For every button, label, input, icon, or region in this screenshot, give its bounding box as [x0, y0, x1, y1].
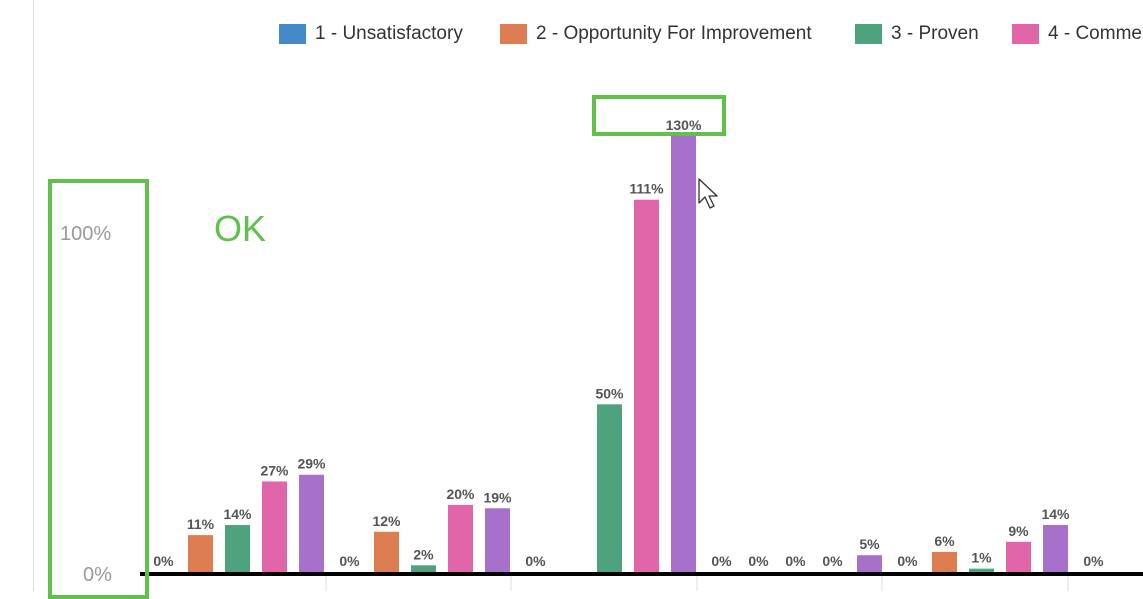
legend-swatch	[279, 24, 306, 44]
bar-g0-s2[interactable]	[225, 525, 250, 572]
bar-g4-s2[interactable]	[969, 568, 994, 572]
bar-g2-s3[interactable]	[634, 199, 659, 572]
data-label-g0-s2: 14%	[223, 506, 252, 522]
data-label-g4-s1: 6%	[934, 533, 955, 549]
bar-g4-s4[interactable]	[1043, 525, 1068, 572]
legend-label: 2 - Opportunity For Improvement	[536, 23, 812, 44]
legend-swatch	[1012, 24, 1039, 44]
bar-g4-s3[interactable]	[1006, 541, 1031, 572]
bar-g2-s2[interactable]	[597, 404, 622, 572]
legend-item-unsatisfactory[interactable]: 1 - Unsatisfactory	[279, 22, 463, 46]
legend-label: 3 - Proven	[891, 23, 979, 44]
data-label-g0-s4: 29%	[297, 456, 326, 472]
plot-left-border	[33, 0, 34, 591]
annotation-ok-label: OK	[214, 208, 267, 249]
data-label-g4-s0: 0%	[897, 553, 918, 569]
legend-swatch	[855, 24, 882, 44]
data-label-g0-s1: 11%	[187, 516, 215, 532]
data-label-g0-s3: 27%	[260, 462, 289, 478]
data-label-g3-s0: 0%	[711, 553, 732, 569]
bar-g2-s4[interactable]	[671, 136, 696, 572]
annotation-box-max-label	[592, 95, 726, 136]
data-label-g1-s3: 20%	[446, 486, 475, 502]
mouse-cursor-icon	[698, 178, 718, 209]
legend-swatch	[500, 24, 527, 44]
bar-g1-s1[interactable]	[374, 531, 399, 572]
data-label-g2-s2: 50%	[595, 385, 624, 401]
bar-g4-s1[interactable]	[932, 551, 957, 572]
data-label-g3-s1: 0%	[748, 553, 769, 569]
data-label-g2-s0: 0%	[525, 553, 546, 569]
data-label-g4-s2: 1%	[971, 550, 992, 566]
data-label-g3-s3: 0%	[822, 553, 843, 569]
bar-g0-s1[interactable]	[188, 535, 213, 572]
data-label-g2-s4: 130%	[666, 117, 702, 133]
data-label-g1-s0: 0%	[339, 553, 360, 569]
data-label-g4-s4: 14%	[1041, 506, 1070, 522]
data-label-g1-s4: 19%	[483, 489, 512, 505]
legend-item-proven[interactable]: 3 - Proven	[855, 22, 979, 46]
data-label-g3-s2: 0%	[785, 553, 806, 569]
data-label-g1-s2: 2%	[413, 546, 434, 562]
legend-label: 4 - Comme	[1048, 23, 1142, 44]
legend-item-commendable[interactable]: 4 - Comme	[1012, 22, 1142, 46]
y-tick-label-100: 100%	[60, 223, 112, 245]
y-tick-label-0: 0%	[83, 564, 112, 586]
legend-item-opportunity-for-improvement[interactable]: 2 - Opportunity For Improvement	[500, 22, 812, 46]
data-label-g1-s1: 12%	[372, 513, 401, 529]
data-label-g5-s0: 0%	[1083, 553, 1104, 569]
legend-label: 1 - Unsatisfactory	[315, 23, 463, 44]
data-label-g3-s4: 5%	[859, 536, 880, 552]
bar-g1-s2[interactable]	[411, 565, 436, 572]
bar-g1-s3[interactable]	[448, 504, 473, 572]
bar-g1-s4[interactable]	[485, 508, 510, 572]
bar-g3-s4[interactable]	[857, 555, 882, 572]
data-label-g0-s0: 0%	[153, 553, 174, 569]
bar-g0-s4[interactable]	[299, 474, 324, 572]
data-label-g2-s3: 111%	[629, 181, 664, 197]
annotation-box-y-axis	[48, 179, 149, 599]
bar-g0-s3[interactable]	[262, 481, 287, 572]
data-label-g4-s3: 9%	[1008, 523, 1029, 539]
